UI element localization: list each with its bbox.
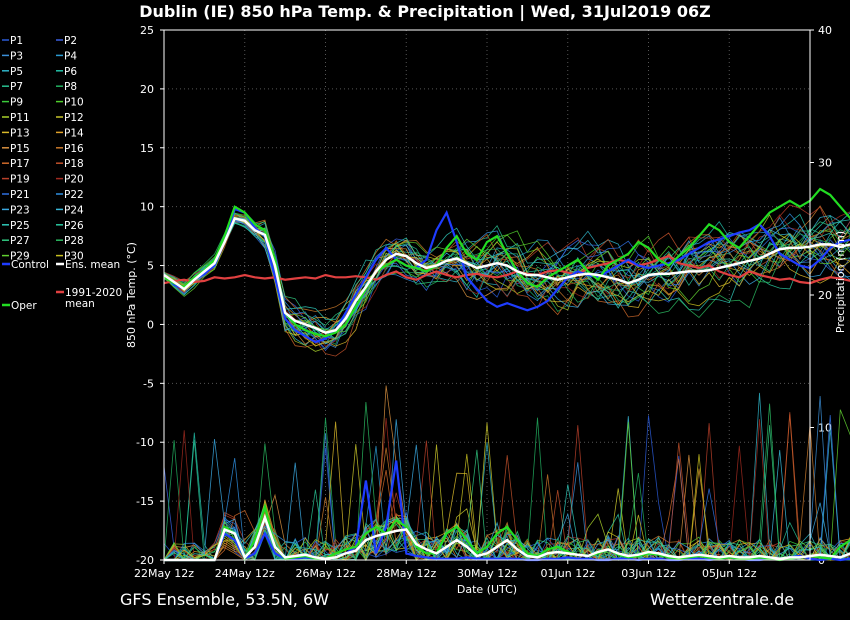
legend-label-oper: Oper xyxy=(11,300,37,312)
legend-label-p4: P4 xyxy=(64,50,77,62)
x-tick-label: 03Jun 12z xyxy=(621,567,676,580)
series-temp-control xyxy=(163,207,850,344)
series-precip-ens-mean xyxy=(164,513,850,562)
member-temp-p19 xyxy=(163,204,850,340)
x-tick-label: 28May 12z xyxy=(376,567,436,580)
legend-label-p9: P9 xyxy=(10,97,23,109)
member-temp-p24 xyxy=(163,212,850,339)
legend-label-p21: P21 xyxy=(10,189,30,201)
legend-label-p28: P28 xyxy=(64,235,84,247)
legend-label-p7: P7 xyxy=(10,81,23,93)
member-temp-p27 xyxy=(163,212,850,326)
y2-axis-label: Precipitation (mm) xyxy=(834,231,847,333)
x-tick-label: 05Jun 12z xyxy=(702,567,757,580)
y-tick-label: -15 xyxy=(136,495,154,508)
member-precip-p23 xyxy=(163,419,850,562)
x-axis-ticks: 22May 12z 24May 12z 26May 12z 28May 12z 30Ma… xyxy=(134,560,757,580)
x-axis-label: Date (UTC) xyxy=(457,583,517,596)
legend-label-p14: P14 xyxy=(64,127,84,139)
legend-label-p15: P15 xyxy=(10,143,30,155)
y2-tick-label: 20 xyxy=(818,289,832,302)
site-credit[interactable]: Wetterzentrale.de xyxy=(650,590,795,609)
x-tick-label: 01Jun 12z xyxy=(541,567,596,580)
legend-label-p2: P2 xyxy=(64,35,77,47)
legend-label-p24: P24 xyxy=(64,204,84,216)
y2-tick-label: 30 xyxy=(818,157,832,170)
legend-label-p3: P3 xyxy=(10,50,23,62)
legend-label-p17: P17 xyxy=(10,158,30,170)
legend-label-p22: P22 xyxy=(64,189,84,201)
series-temp-ens-mean xyxy=(163,216,850,335)
legend-label-p8: P8 xyxy=(64,81,77,93)
legend-label-p16: P16 xyxy=(64,143,84,155)
legend-label-p25: P25 xyxy=(10,220,30,232)
legend-label-p11: P11 xyxy=(10,112,30,124)
legend: P1 P2 P3 P4 P5 P6 P7 P8 P9 P10 P11 P12 P13 P14 P15 P16 P… xyxy=(2,35,122,312)
y-axis-label: 850 hPa Temp. (°C) xyxy=(125,242,138,348)
left-axis-ticks: -20 -15 -10 -5 0 5 10 15 20 25 xyxy=(136,24,164,567)
y-tick-label: 10 xyxy=(140,201,154,214)
legend-label-p30: P30 xyxy=(64,251,84,263)
series-temp-oper xyxy=(163,187,850,338)
legend-label-p13: P13 xyxy=(10,127,30,139)
legend-label-1991-2020-mean: 1991-2020 mean xyxy=(65,287,122,310)
legend-label-ens-mean: Ens. mean xyxy=(65,259,120,271)
y-tick-label: 0 xyxy=(147,318,154,331)
legend-label-p18: P18 xyxy=(64,158,84,170)
legend-label-p26: P26 xyxy=(64,220,84,232)
x-tick-label: 30May 12z xyxy=(457,567,517,580)
y-tick-label: 20 xyxy=(140,83,154,96)
legend-label-p5: P5 xyxy=(10,66,23,78)
y-tick-label: -10 xyxy=(136,436,154,449)
legend-label-p23: P23 xyxy=(10,204,30,216)
model-info: GFS Ensemble, 53.5N, 6W xyxy=(120,590,329,609)
x-tick-label: 24May 12z xyxy=(215,567,275,580)
y-tick-label: -20 xyxy=(136,554,154,567)
legend-label-control: Control xyxy=(11,259,49,271)
y-tick-label: 25 xyxy=(140,24,154,37)
legend-label-p27: P27 xyxy=(10,235,30,247)
legend-label-p10: P10 xyxy=(64,97,84,109)
plot-frame xyxy=(163,29,811,561)
y-tick-label: 15 xyxy=(140,142,154,155)
legend-label-p12: P12 xyxy=(64,112,84,124)
legend-label-p19: P19 xyxy=(10,174,30,186)
x-tick-label: 26May 12z xyxy=(295,567,355,580)
member-temp-p18 xyxy=(163,220,850,357)
y-tick-label: 5 xyxy=(147,260,154,273)
y-tick-label: -5 xyxy=(143,377,154,390)
legend-label-p1: P1 xyxy=(10,35,23,47)
x-tick-label: 22May 12z xyxy=(134,567,194,580)
y2-tick-label: 40 xyxy=(818,24,832,37)
legend-label-p6: P6 xyxy=(64,66,77,78)
chart-title: Dublin (IE) 850 hPa Temp. & Precipitatio… xyxy=(139,2,711,21)
legend-label-p20: P20 xyxy=(64,174,84,186)
legend-label-p29: P29 xyxy=(10,251,30,263)
member-temp-p28 xyxy=(163,208,850,341)
